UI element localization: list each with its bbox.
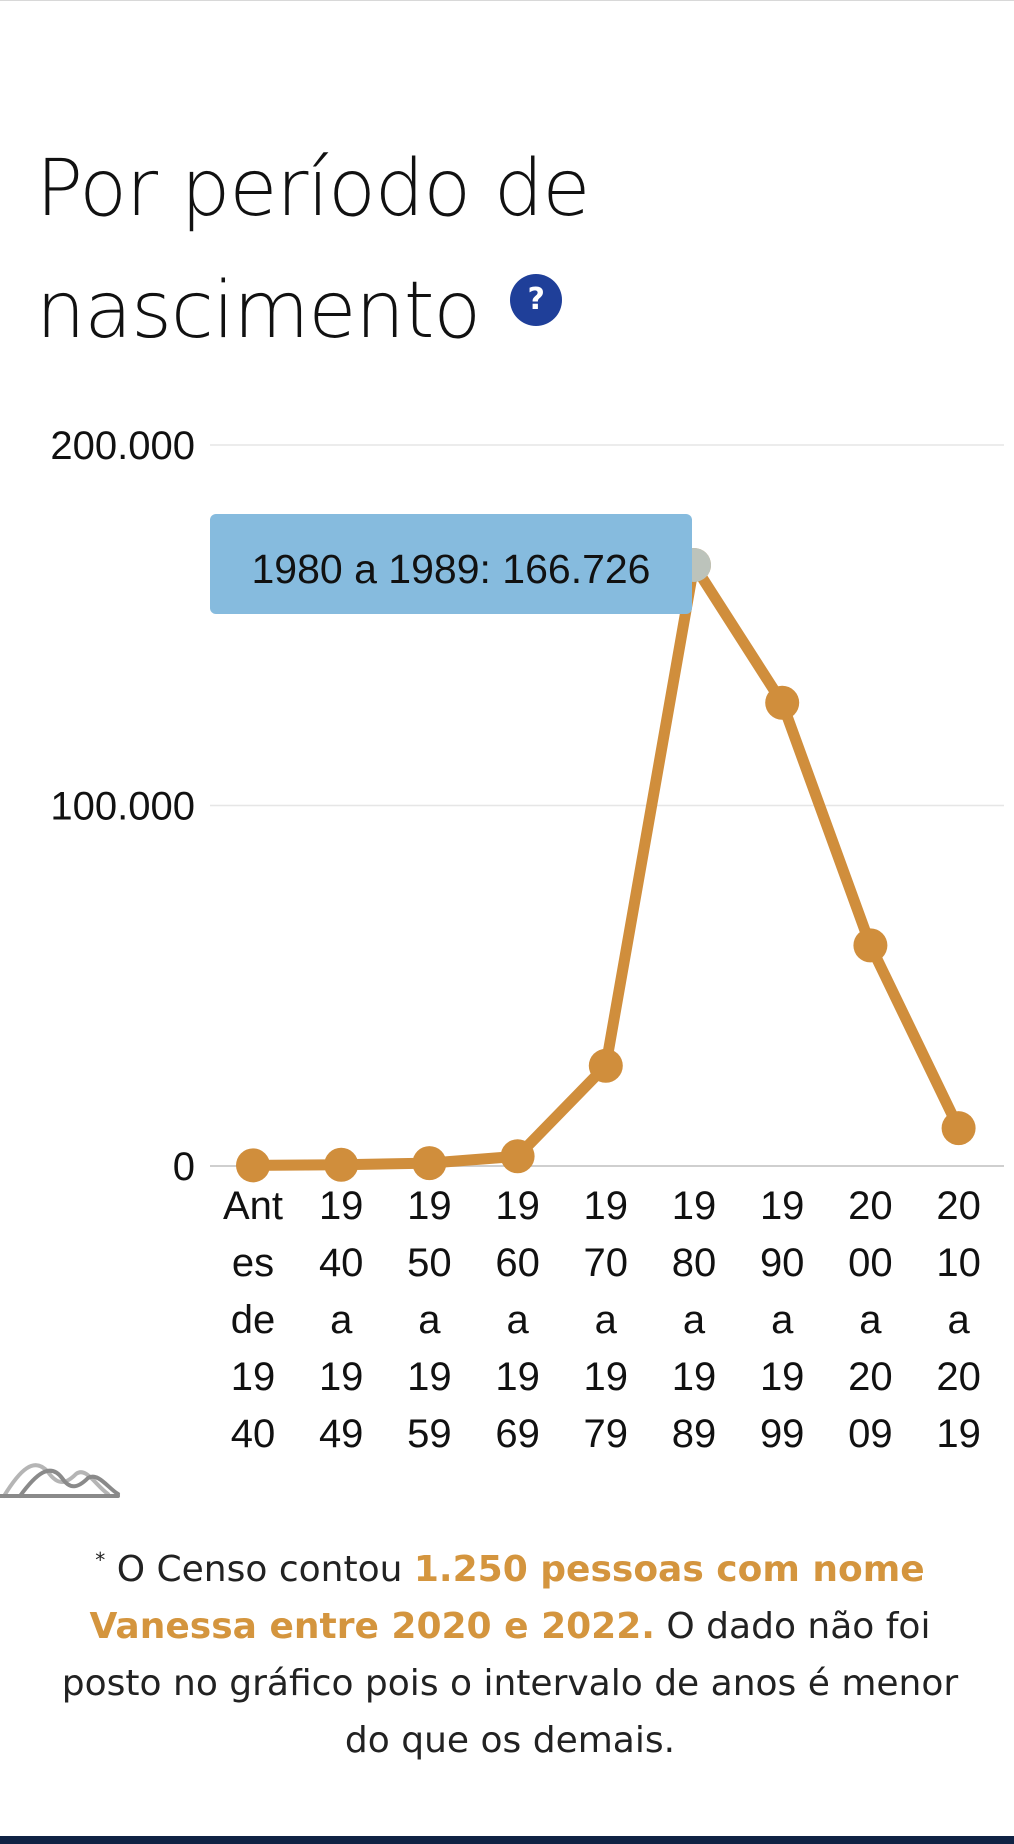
x-tick-label-line: 19 [231,1355,276,1399]
x-tick-label-line: 90 [760,1241,805,1285]
x-tick-label-line: 19 [407,1184,452,1228]
top-divider [0,0,1014,1]
x-tick-label-line: 99 [760,1412,805,1456]
x-tick-label: 19 80 a 19 89 [672,1184,717,1456]
x-tick-label-line: Ant [223,1184,283,1228]
x-tick-label-line: 09 [848,1412,893,1456]
x-tick-label: 19 60 a 19 69 [495,1184,540,1456]
x-tick-label-line: 40 [231,1412,276,1456]
census-footnote: * O Censo contou 1.250 pessoas com nome … [36,1532,984,1769]
x-tick-label-line: 40 [319,1241,364,1285]
x-tick-label: 20 10 a 20 19 [936,1184,981,1456]
x-tick-label-line: 19 [495,1355,540,1399]
x-tick-label-line: 10 [936,1241,981,1285]
title-text: Por período de nascimento [36,144,590,356]
x-tick-label-line: 79 [584,1412,629,1456]
x-tick-label-line: 19 [760,1184,805,1228]
x-tick-label-line: 19 [936,1412,981,1456]
data-point [941,1111,976,1146]
x-tick-label-line: a [771,1298,794,1342]
x-tick-label-line: 59 [407,1412,452,1456]
x-tick-label-line: 20 [936,1184,981,1228]
x-tick-label-line: 20 [848,1355,893,1399]
x-tick-label-line: 89 [672,1412,717,1456]
x-tick-label: 19 40 a 19 49 [319,1184,364,1456]
section-title: Por período de nascimento? [36,128,716,372]
x-tick-label-line: 19 [672,1184,717,1228]
footnote-asterisk: * [95,1548,106,1572]
x-tick-label-line: a [595,1298,618,1342]
area-chart-icon-stroke [2,1463,110,1498]
tooltip-box [210,514,692,614]
x-tick-label-line: 00 [848,1241,893,1285]
tooltip-text: 1980 a 1989: 166.726 [252,546,651,592]
x-tick-label-line: 49 [319,1412,364,1456]
x-tick-label-line: 69 [495,1412,540,1456]
x-tick-label-line: a [683,1298,706,1342]
x-tick-label-line: 60 [495,1241,540,1285]
data-point [236,1148,270,1183]
x-tick-label-line: 19 [760,1355,805,1399]
data-point [412,1146,447,1181]
x-tick-label-line: 19 [407,1355,452,1399]
footnote-post: O dado não foi posto no gráfico pois o i… [61,1606,959,1761]
y-tick-label: 100.000 [50,785,195,829]
y-tick-label: 0 [173,1145,195,1189]
x-tick-label: 19 70 a 19 79 [584,1184,629,1456]
x-tick-label-line: 19 [584,1355,629,1399]
x-tick-label-line: 19 [319,1355,364,1399]
x-tick-label-line: 19 [319,1184,364,1228]
area-chart-icon[interactable] [0,1463,120,1498]
x-tick-label: 20 00 a 20 09 [848,1184,893,1456]
x-tick-label-line: 20 [936,1355,981,1399]
x-tick-label-line: 19 [495,1184,540,1228]
y-tick-label: 200.000 [50,424,195,468]
data-point [853,928,888,963]
x-tick-label-line: a [506,1298,529,1342]
bottom-bar [0,1836,1014,1844]
x-tick-label-line: 20 [848,1184,893,1228]
footnote-pre: O Censo contou [105,1549,414,1590]
question-circle-icon[interactable]: ? [510,274,563,326]
x-tick-label-line: a [418,1298,441,1342]
data-point [588,1048,623,1083]
data-point [765,685,800,720]
data-point [500,1139,535,1174]
x-tick-label-line: a [859,1298,882,1342]
x-tick-label-line: de [231,1298,276,1342]
x-tick-label-line: 19 [584,1184,629,1228]
x-tick-label-line: a [947,1298,970,1342]
x-tick-label-line: 50 [407,1241,452,1285]
x-tick-label: 19 50 a 19 59 [407,1184,452,1456]
x-tick-label-line: 70 [584,1241,629,1285]
x-tick-label-line: es [232,1241,274,1285]
x-tick-label: Ant es de 19 40 [223,1184,283,1456]
x-tick-label-line: a [330,1298,353,1342]
data-point [324,1147,359,1182]
x-tick-label: 19 90 a 19 99 [760,1184,805,1456]
x-tick-label-line: 80 [672,1241,717,1285]
area-chart-icon-stroke [18,1468,120,1498]
footnote-highlight: 1.250 pessoas com nome Vanessa entre 202… [89,1549,925,1647]
x-tick-label-line: 19 [672,1355,717,1399]
